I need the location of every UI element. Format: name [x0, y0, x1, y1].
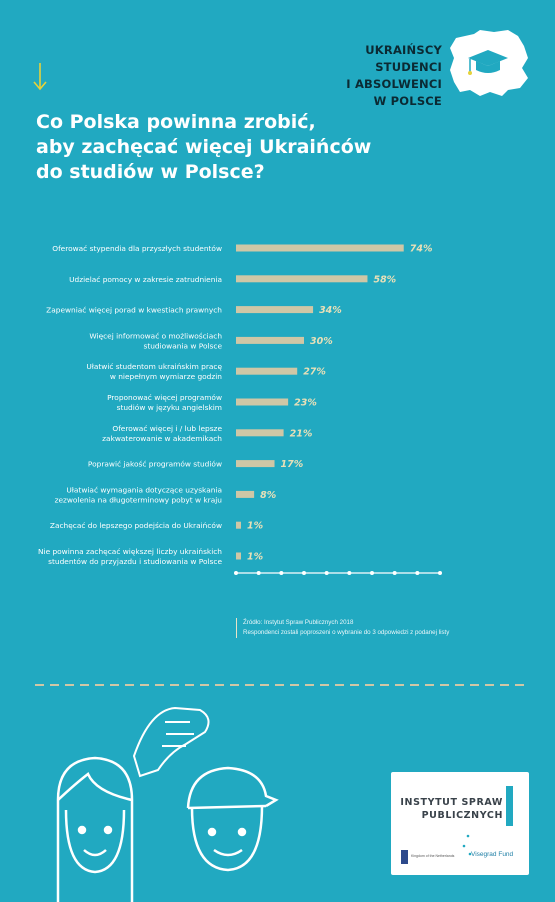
poland-map-graduation-cap-icon — [450, 30, 528, 96]
x-axis-tick-1 — [234, 571, 238, 575]
students-illustration — [56, 706, 279, 902]
value-label-10: 1% — [247, 521, 263, 532]
category-label-9-line-2: zezwolenia na długoterminowy pobyt w kra… — [55, 495, 223, 504]
page-title: Co Polska powinna zrobić, aby zachęcać w… — [36, 110, 376, 185]
boy-face-icon — [186, 766, 279, 872]
value-label-11: 1% — [247, 552, 263, 563]
category-label-2: Udzielać pomocy w zakresie zatrudnienia — [69, 275, 222, 284]
value-label-1: 74% — [410, 244, 433, 255]
x-axis-tick-4 — [302, 571, 306, 575]
bar-5 — [236, 367, 298, 375]
value-label-4: 30% — [310, 336, 333, 347]
x-axis-tick-10 — [438, 571, 442, 575]
report-header: UKRAIŃSCY STUDENCI I ABSOLWENCI W POLSCE — [322, 28, 534, 108]
category-label-11-line-1: Nie powinna zachęcać większej liczby ukr… — [38, 547, 222, 556]
source-line-1: Źródło: Instytut Spraw Publicznych 2018 — [243, 619, 354, 626]
institute-logo: INSTYTUT SPRAW PUBLICZNYCH Kingdom of th… — [391, 772, 529, 875]
bar-1 — [236, 244, 404, 252]
report-header-text: UKRAIŃSCY STUDENCI I ABSOLWENCI W POLSCE — [332, 42, 442, 110]
category-label-7-line-2: zakwaterowanie w akademikach — [102, 434, 222, 443]
value-label-8: 17% — [281, 459, 304, 470]
value-label-5: 27% — [303, 367, 326, 378]
category-label-6-line-1: Proponować więcej programów — [107, 393, 222, 402]
bar-11 — [236, 552, 241, 560]
title-line-2: aby zachęcać więcej Ukraińców — [36, 136, 372, 158]
bar-4 — [236, 336, 304, 344]
bar-6 — [236, 398, 289, 406]
bar-8 — [236, 460, 275, 468]
category-label-4-line-2: studiowania w Polsce — [143, 341, 222, 350]
category-label-8: Poprawić jakość programów studiów — [88, 460, 222, 469]
category-label-9-line-1: Ułatwiać wymagania dotyczące uzyskania — [66, 485, 222, 494]
category-label-6-line-2: studiów w języku angielskim — [117, 403, 222, 412]
visegrad-fund-dots-icon — [462, 834, 472, 856]
logo-line-2: PUBLICZNYCH — [421, 810, 503, 821]
logo-accent-bar — [506, 786, 513, 826]
netherlands-partner-label: Kingdom of the Netherlands — [411, 854, 455, 858]
category-label-11-line-2: studentów do przyjazdu i studiowania w P… — [48, 557, 222, 566]
value-label-6: 23% — [294, 398, 317, 409]
source-line-2: Respondenci zostali poproszeni o wybrani… — [243, 629, 450, 636]
dashed-divider — [35, 684, 525, 686]
institute-logo-title: INSTYTUT SPRAW PUBLICZNYCH — [397, 796, 503, 822]
x-axis-tick-8 — [392, 571, 397, 575]
bar-3 — [236, 306, 314, 314]
category-label-4-line-1: Więcej informować o możliwościach — [89, 331, 222, 340]
down-arrow-icon — [33, 63, 47, 91]
category-label-1: Oferować stypendia dla przyszłych studen… — [52, 244, 222, 253]
x-axis-tick-2 — [256, 571, 261, 575]
logo-line-1: INSTYTUT SPRAW — [400, 797, 503, 808]
visegrad-fund-label: Visegrad Fund — [471, 851, 514, 858]
x-axis-tick-6 — [347, 571, 352, 575]
value-label-2: 58% — [373, 274, 396, 285]
category-label-7-line-1: Oferować więcej i / lub lepsze — [112, 424, 222, 433]
x-axis-tick-5 — [324, 571, 329, 575]
title-line-3: do studiów w Polsce? — [36, 161, 265, 183]
handshake-icon — [132, 706, 210, 778]
bar-7 — [236, 429, 284, 437]
netherlands-emblem-icon — [401, 850, 408, 864]
title-line-1: Co Polska powinna zrobić, — [36, 111, 316, 133]
value-label-9: 8% — [260, 490, 276, 501]
header-line-1: UKRAIŃSCY STUDENCI — [365, 43, 442, 74]
girl-face-icon — [56, 756, 134, 902]
bar-9 — [236, 490, 255, 498]
value-label-7: 21% — [290, 428, 313, 439]
category-label-5-line-1: Ułatwić studentom ukraińskim pracę — [86, 362, 222, 371]
source-note: Źródło: Instytut Spraw Publicznych 2018 … — [236, 618, 449, 638]
header-line-2: I ABSOLWENCI W POLSCE — [346, 77, 442, 108]
value-label-3: 34% — [319, 305, 342, 316]
category-label-10: Zachęcać do lepszego podejścia do Ukraiń… — [50, 521, 222, 530]
bar-chart: 74% Oferować stypendia dla przyszłych stu… — [38, 244, 442, 575]
x-axis-tick-3 — [279, 571, 284, 575]
category-label-5-line-2: w niepełnym wymiarze godzin — [110, 372, 222, 381]
bar-2 — [236, 275, 368, 283]
category-label-3: Zapewniać więcej porad w kwestiach prawn… — [46, 306, 222, 315]
x-axis-tick-7 — [370, 571, 374, 575]
bar-10 — [236, 521, 241, 529]
x-axis-tick-9 — [415, 571, 420, 575]
